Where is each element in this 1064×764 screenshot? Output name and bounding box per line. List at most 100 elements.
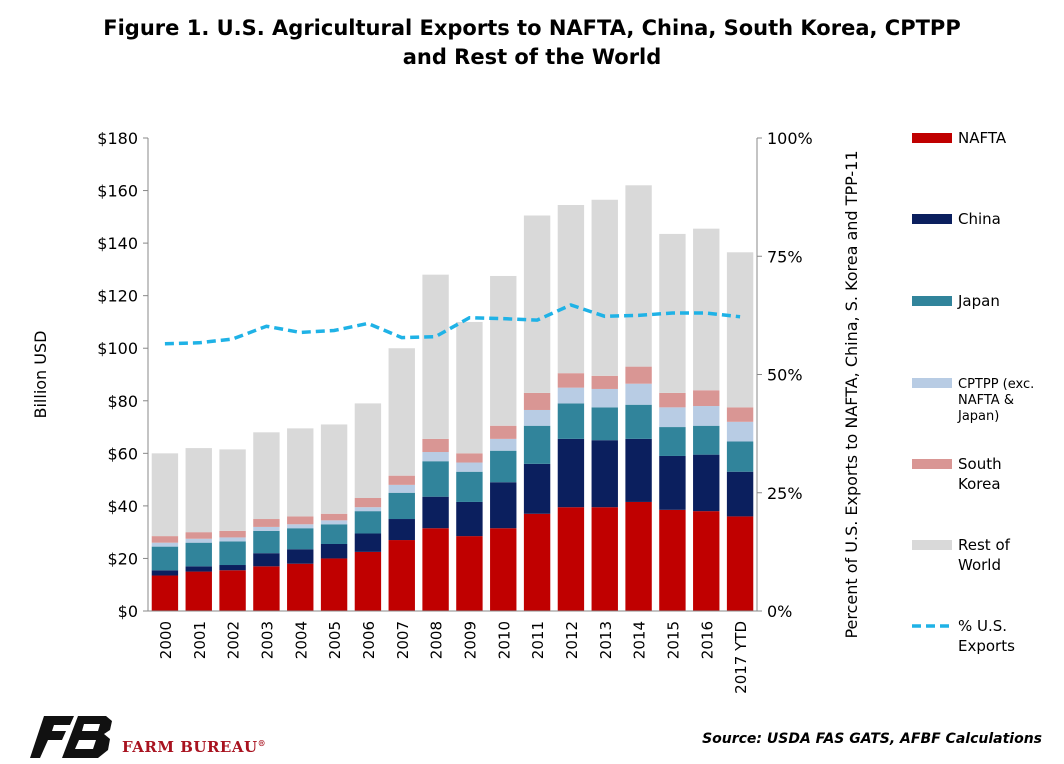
bar-japan-2003 xyxy=(253,530,280,554)
bar-japan-2004 xyxy=(287,528,314,550)
x-tick-label: 2012 xyxy=(563,621,581,659)
x-tick-label: 2010 xyxy=(495,621,513,659)
bar-rest-2017-ytd xyxy=(726,252,754,408)
bar-rest-2012 xyxy=(557,205,585,374)
bar-nafta-2009 xyxy=(456,536,483,611)
x-tick-label: 2013 xyxy=(597,621,615,659)
bar-korea-2012 xyxy=(557,373,585,388)
bar-china-2007 xyxy=(388,519,415,541)
bar-rest-2005 xyxy=(320,424,348,514)
legend-label-pct: Exports xyxy=(958,637,1015,655)
bar-rest-2010 xyxy=(490,275,517,426)
chart-title-line-1: Figure 1. U.S. Agricultural Exports to N… xyxy=(103,16,961,40)
bar-china-2014 xyxy=(625,438,652,502)
bar-china-2005 xyxy=(320,543,348,559)
bar-japan-2006 xyxy=(354,511,382,534)
bar-cptpp-2016 xyxy=(693,406,720,426)
bar-cptpp-2017-ytd xyxy=(726,421,754,442)
bar-korea-2006 xyxy=(354,498,382,508)
bar-japan-2010 xyxy=(490,450,517,483)
bar-china-2010 xyxy=(490,482,517,529)
bar-cptpp-2000 xyxy=(151,542,179,547)
x-tick-label: 2005 xyxy=(326,621,344,659)
y-tick-label: $100 xyxy=(97,339,138,358)
bar-china-2008 xyxy=(422,496,449,529)
bar-nafta-2012 xyxy=(557,507,585,611)
bar-korea-2005 xyxy=(320,513,348,521)
bar-nafta-2017-ytd xyxy=(726,516,754,611)
bar-china-2001 xyxy=(185,566,212,572)
bar-rest-2014 xyxy=(625,185,652,367)
bar-nafta-2016 xyxy=(693,511,720,611)
bar-cptpp-2015 xyxy=(659,407,686,428)
bar-nafta-2003 xyxy=(253,566,280,611)
bar-rest-2006 xyxy=(354,403,382,499)
bar-china-2004 xyxy=(287,549,314,564)
bar-rest-2013 xyxy=(591,199,618,376)
legend-label-cptpp: NAFTA & xyxy=(958,393,1014,408)
bar-nafta-2014 xyxy=(625,501,652,611)
bar-japan-2002 xyxy=(219,541,246,566)
bar-japan-2000 xyxy=(151,546,179,571)
bar-korea-2017-ytd xyxy=(726,407,754,422)
legend-swatch-korea xyxy=(912,459,952,469)
bar-nafta-2010 xyxy=(490,528,517,611)
y2-tick-label: 0% xyxy=(767,602,792,621)
bar-nafta-2001 xyxy=(185,571,212,611)
bar-groups xyxy=(151,185,754,611)
y-tick-label: $140 xyxy=(97,234,138,253)
bar-cptpp-2009 xyxy=(456,462,483,472)
bar-nafta-2013 xyxy=(591,507,618,611)
legend-swatch-rest xyxy=(912,540,952,550)
bar-rest-2004 xyxy=(287,428,314,517)
bar-japan-2016 xyxy=(693,425,720,455)
bar-china-2017-ytd xyxy=(726,471,754,517)
y-tick-label: $80 xyxy=(107,392,138,411)
legend-label-korea: Korea xyxy=(958,475,1001,493)
bar-rest-2001 xyxy=(185,448,212,533)
bar-nafta-2004 xyxy=(287,563,314,611)
bar-rest-2000 xyxy=(151,453,179,537)
y2-tick-label: 25% xyxy=(767,484,803,503)
bar-japan-2009 xyxy=(456,471,483,502)
y-tick-label: $180 xyxy=(97,129,138,148)
x-tick-label: 2011 xyxy=(529,621,547,659)
legend-label-cptpp: Japan) xyxy=(957,409,999,424)
bar-nafta-2005 xyxy=(320,558,348,611)
farm-bureau-logo xyxy=(30,716,290,760)
bar-korea-2014 xyxy=(625,366,652,384)
bar-china-2013 xyxy=(591,440,618,508)
bar-nafta-2006 xyxy=(354,551,382,611)
percent-exports-line xyxy=(164,303,741,346)
bar-cptpp-2002 xyxy=(219,537,246,542)
legend-swatch-china xyxy=(912,214,952,224)
bar-china-2016 xyxy=(693,454,720,512)
y-tick-label: $120 xyxy=(97,287,138,306)
percent-line-group xyxy=(164,303,741,346)
x-tick-label: 2015 xyxy=(664,621,682,659)
legend-label-rest: Rest of xyxy=(958,536,1011,554)
bar-rest-2011 xyxy=(523,215,551,393)
farm-bureau-wordmark: FARM BUREAU® xyxy=(122,738,266,756)
bar-korea-2013 xyxy=(591,375,618,389)
bar-korea-2009 xyxy=(456,453,483,463)
bar-korea-2002 xyxy=(219,530,246,538)
x-tick-label: 2009 xyxy=(461,621,479,659)
y-tick-label: $20 xyxy=(107,549,138,568)
bar-cptpp-2001 xyxy=(185,538,212,543)
bar-rest-2003 xyxy=(253,432,280,520)
x-tick-label: 2014 xyxy=(631,621,649,659)
bar-china-2006 xyxy=(354,533,382,552)
bar-china-2002 xyxy=(219,565,246,571)
bar-cptpp-2010 xyxy=(490,438,517,451)
bar-japan-2011 xyxy=(523,425,551,464)
source-note: Source: USDA FAS GATS, AFBF Calculations xyxy=(702,731,1042,747)
bar-japan-2012 xyxy=(557,403,585,439)
bar-korea-2001 xyxy=(185,532,212,539)
bar-korea-2007 xyxy=(388,475,415,485)
bar-rest-2016 xyxy=(693,228,720,391)
bar-rest-2009 xyxy=(456,321,483,454)
bar-cptpp-2006 xyxy=(354,507,382,512)
axes: 2000 2001 2002 2003 2004 2005 2006 2007 2008 2009… xyxy=(31,129,861,694)
bar-nafta-2007 xyxy=(388,540,415,611)
